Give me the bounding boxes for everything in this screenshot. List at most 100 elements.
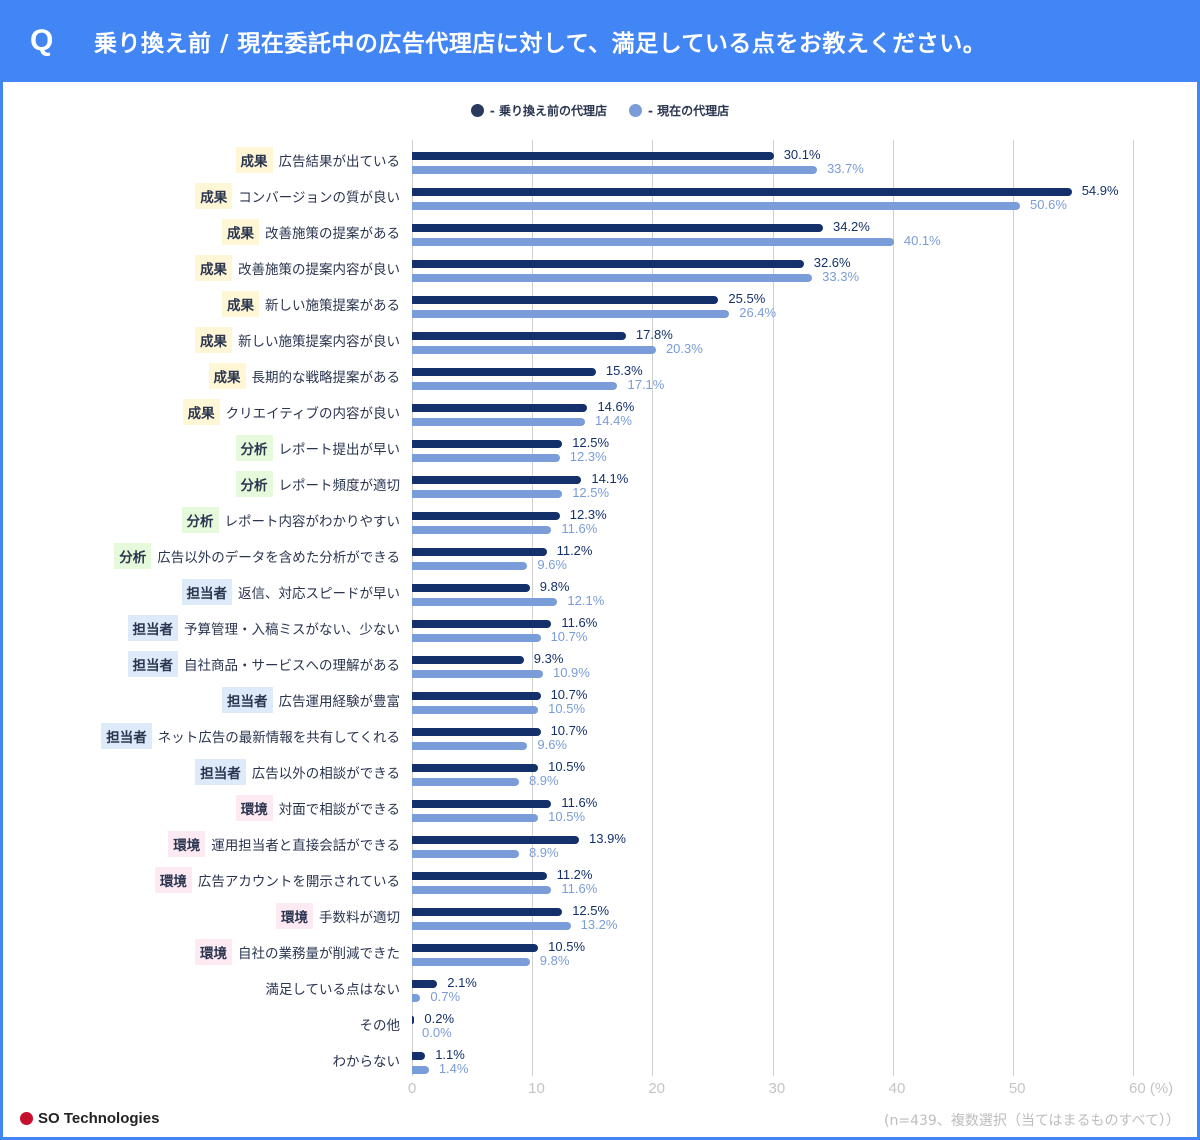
category-text: 対面で相談ができる	[278, 802, 400, 818]
value-label-now: 40.1%	[903, 233, 941, 248]
category-tag: 分析	[235, 435, 273, 461]
legend-dot-now	[629, 104, 642, 117]
category-label: 分析 広告以外のデータを含めた分析ができる	[114, 543, 400, 569]
logo-text: SO Technologies	[38, 1110, 160, 1127]
bar-now	[412, 958, 530, 966]
value-label-before: 25.5%	[728, 291, 766, 306]
category-tag: 担当者	[127, 615, 178, 641]
bar-now	[412, 598, 558, 606]
bar-now	[412, 1066, 429, 1074]
value-label-now: 8.9%	[528, 845, 559, 860]
category-tag: 成果	[195, 255, 232, 281]
value-label-now: 0.0%	[422, 1025, 452, 1040]
bar-before	[412, 656, 524, 664]
company-logo: SO Technologies	[20, 1110, 159, 1127]
category-label: 担当者 広告運用経験が豊富	[222, 687, 400, 713]
value-label-now: 10.7%	[550, 629, 588, 644]
bar-now	[412, 670, 543, 678]
legend: - 乗り換え前の代理店 - 現在の代理店	[0, 102, 1200, 119]
x-tick-label: 20	[648, 1080, 666, 1097]
bar-now	[412, 202, 1021, 210]
value-label-before: 32.6%	[813, 255, 851, 270]
value-label-now: 9.6%	[537, 557, 567, 572]
value-label-before: 13.9%	[589, 831, 626, 846]
question-header: Q 乗り換え前 / 現在委託中の広告代理店に対して、満足している点をお教えくださ…	[0, 0, 1200, 82]
bar-now	[412, 994, 421, 1002]
value-label-before: 34.2%	[832, 219, 870, 234]
bar-before	[412, 368, 596, 376]
value-label-now: 1.4%	[438, 1061, 469, 1076]
bar-now	[412, 166, 817, 174]
bar-before	[412, 944, 539, 952]
legend-label-now: - 現在の代理店	[648, 104, 730, 118]
value-label-before: 12.5%	[572, 903, 610, 918]
value-label-now: 11.6%	[561, 881, 598, 896]
category-tag: 担当者	[101, 723, 152, 749]
category-text: 返信、対応スピードが早い	[238, 586, 400, 602]
question-title: 乗り換え前 / 現在委託中の広告代理店に対して、満足している点をお教えください。	[94, 31, 987, 57]
category-label: 成果 長期的な戦略提案がある	[208, 363, 400, 389]
category-label: 分析 レポート内容がわかりやすい	[181, 507, 401, 533]
bar-before	[412, 1052, 426, 1060]
value-label-now: 12.5%	[572, 485, 610, 500]
category-tag: 環境	[195, 939, 232, 965]
value-label-now: 11.6%	[561, 521, 598, 536]
category-text: 広告以外の相談ができる	[251, 766, 400, 782]
value-label-before: 9.3%	[533, 651, 564, 666]
category-tag: 成果	[182, 399, 220, 425]
gridline	[1133, 140, 1134, 1076]
value-label-now: 10.9%	[552, 665, 590, 680]
category-label: 担当者 返信、対応スピードが早い	[181, 579, 400, 605]
value-label-before: 10.7%	[550, 687, 588, 702]
category-tag: 成果	[208, 363, 246, 389]
bar-before	[412, 332, 626, 340]
category-tag: 環境	[235, 795, 273, 821]
value-label-now: 9.6%	[537, 737, 567, 752]
category-tag: 成果	[235, 147, 273, 173]
value-label-now: 50.6%	[1030, 197, 1067, 212]
x-tick-label: 0	[408, 1080, 417, 1097]
value-label-before: 10.5%	[548, 939, 586, 954]
bar-before	[412, 476, 582, 484]
value-label-before: 14.6%	[597, 399, 635, 414]
category-tag: 環境	[168, 831, 206, 857]
value-label-now: 10.5%	[548, 701, 586, 716]
bar-now	[412, 850, 519, 858]
bar-now	[412, 634, 541, 642]
value-label-before: 1.1%	[435, 1047, 465, 1062]
bar-now	[412, 706, 539, 714]
value-label-before: 9.8%	[539, 579, 570, 594]
category-tag: 成果	[195, 327, 232, 353]
category-label: 成果 改善施策の提案がある	[222, 219, 400, 245]
bar-before	[412, 584, 530, 592]
category-text: レポート提出が早い	[278, 442, 401, 458]
value-label-before: 12.5%	[572, 435, 610, 450]
logo-dot-icon	[20, 1112, 33, 1125]
gridline	[892, 140, 894, 1076]
category-label: 成果 新しい施策提案がある	[222, 291, 400, 317]
value-label-before: 15.3%	[605, 363, 643, 378]
value-label-now: 14.4%	[595, 413, 632, 428]
category-tag: 分析	[114, 543, 152, 569]
value-label-now: 9.8%	[539, 953, 570, 968]
value-label-before: 11.6%	[561, 615, 598, 630]
category-tag: 担当者	[127, 651, 178, 677]
category-label: 満足している点はない	[265, 976, 400, 1000]
category-text: 広告アカウントを開示されている	[197, 874, 400, 890]
category-text: 広告以外のデータを含めた分析ができる	[157, 550, 400, 566]
category-text: レポート内容がわかりやすい	[224, 514, 401, 530]
category-text: わからない	[332, 1054, 401, 1070]
value-label-now: 20.3%	[665, 341, 703, 356]
value-label-now: 33.3%	[822, 269, 860, 284]
bar-before	[412, 620, 552, 628]
category-label: 環境 運用担当者と直接会話ができる	[168, 831, 400, 857]
category-text: 自社商品・サービスへの理解がある	[184, 658, 400, 674]
bar-before	[412, 980, 438, 988]
x-tick-label: 40	[888, 1080, 906, 1097]
category-text: 手数料が適切	[319, 910, 400, 926]
category-tag: 担当者	[222, 687, 273, 713]
category-label: 環境 自社の業務量が削減できた	[195, 939, 400, 965]
bar-now	[412, 742, 528, 750]
legend-dot-before	[470, 104, 484, 117]
value-label-now: 13.2%	[580, 917, 618, 932]
